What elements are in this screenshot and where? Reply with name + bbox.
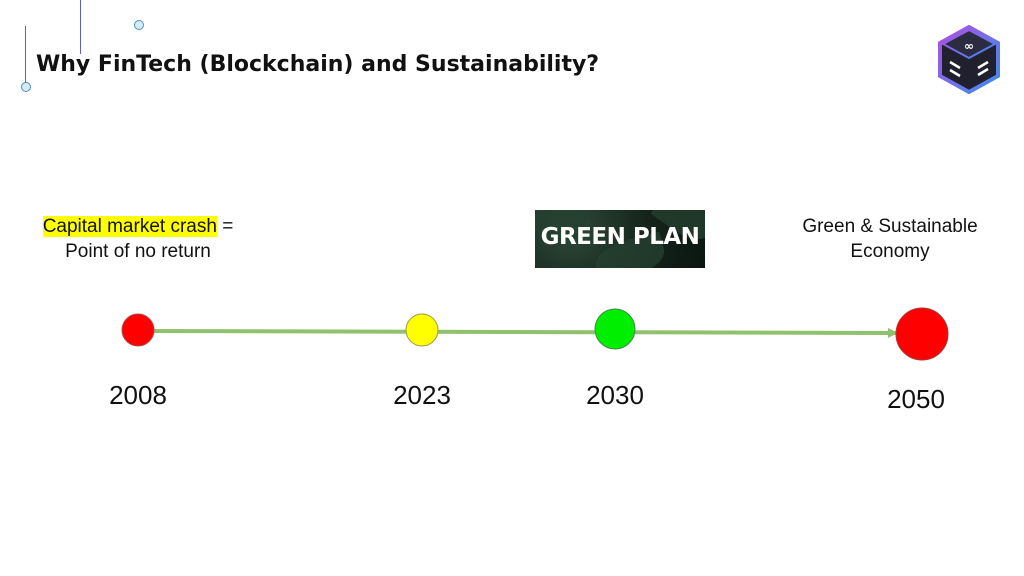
label-line1: Green & Sustainable <box>802 216 978 237</box>
equals-sign: = <box>216 216 234 237</box>
milestone-dot-2008 <box>121 313 155 347</box>
year-2008: 2008 <box>109 380 167 410</box>
highlighted-text: Capital market crash <box>42 216 217 237</box>
label-line2: Economy <box>850 241 930 262</box>
slide-title: Why FinTech (Blockchain) and Sustainabil… <box>36 52 600 77</box>
timeline-arrow <box>137 327 898 338</box>
decorative-line <box>25 26 26 84</box>
year-2030: 2030 <box>586 380 644 410</box>
point-of-no-return-label: Capital market crash = Point of no retur… <box>20 214 256 264</box>
milestone-dot-2023 <box>405 313 439 347</box>
decorative-dot <box>134 20 144 30</box>
milestone-dot-2030 <box>594 308 636 350</box>
green-plan-text: GREEN PLAN <box>540 224 700 250</box>
year-2050: 2050 <box>887 384 945 414</box>
green-plan-image: GREEN PLAN <box>535 210 705 268</box>
svg-text:∞: ∞ <box>964 39 974 53</box>
decorative-dot <box>21 82 31 92</box>
label-line2: Point of no return <box>65 241 211 262</box>
year-2023: 2023 <box>393 380 451 410</box>
green-economy-label: Green & Sustainable Economy <box>780 214 1000 264</box>
cube-logo-icon: ∞ <box>938 24 1000 94</box>
milestone-dot-2050 <box>895 307 949 361</box>
decorative-line <box>80 0 81 54</box>
